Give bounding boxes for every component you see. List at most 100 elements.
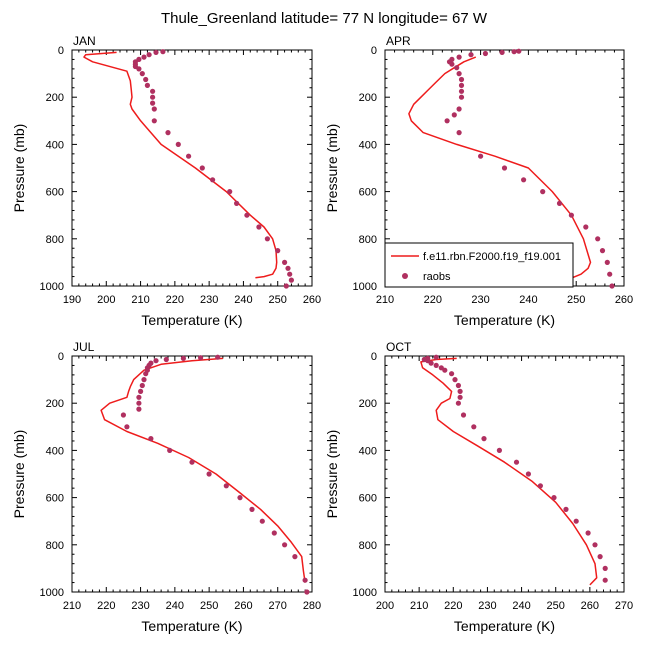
raob-point — [444, 118, 450, 124]
raob-point — [457, 388, 463, 394]
raob-point — [458, 82, 465, 88]
raob-point — [454, 65, 460, 71]
raob-point — [456, 106, 462, 112]
x-tick-label: 240 — [234, 294, 252, 306]
panel-jan: JAN 190 200 210 220 230 240 250 260 0 200 400 600 800… — [11, 34, 321, 328]
x-axis-label: Temperature (K) — [454, 312, 555, 328]
y-axis-label: Pressure (mb) — [324, 430, 340, 519]
y-axis-label: Pressure (mb) — [324, 124, 340, 213]
y-tick-label: 200 — [46, 398, 64, 410]
y-tick-label: 600 — [359, 493, 377, 505]
raob-point — [501, 165, 508, 171]
x-tick-label: 250 — [567, 294, 585, 306]
raob-point — [227, 189, 233, 195]
x-tick-label: 250 — [269, 294, 287, 306]
raob-point — [163, 356, 169, 363]
y-tick-label: 800 — [46, 540, 64, 552]
y-tick-label: 200 — [359, 92, 377, 104]
raob-point — [234, 200, 240, 206]
panel-jul: JUL 210 220 230 240 250 260 270 280 0 200 400 600 800… — [11, 340, 321, 634]
y-tick-label: 400 — [359, 139, 377, 151]
raob-point — [304, 589, 310, 595]
y-tick-label: 600 — [46, 493, 64, 505]
raob-point — [597, 554, 603, 560]
raob-point — [428, 360, 434, 366]
raob-point — [215, 354, 221, 360]
raob-point — [455, 382, 461, 389]
y-tick-label: 400 — [46, 139, 64, 151]
raob-point — [275, 248, 281, 254]
raob-point — [282, 259, 288, 265]
panel-label: OCT — [386, 340, 412, 354]
panel-label: APR — [386, 34, 411, 48]
raob-point — [199, 165, 205, 171]
y-tick-label: 600 — [359, 187, 377, 199]
legend: f.e11.rbn.F2000.f19_f19.001 raobs — [384, 242, 574, 288]
x-tick-label: 240 — [519, 294, 537, 306]
x-tick-label: 260 — [303, 294, 321, 306]
plot-frame — [71, 49, 313, 287]
raob-point — [271, 530, 277, 536]
x-tick-label: 200 — [97, 294, 115, 306]
raob-point — [602, 577, 608, 583]
raob-point — [151, 118, 157, 124]
raob-point — [471, 424, 477, 430]
raob-point — [136, 394, 142, 400]
raob-point — [457, 394, 463, 400]
raob-point — [458, 88, 465, 94]
raob-point — [468, 52, 474, 58]
raob-point — [452, 377, 458, 383]
raob-point — [478, 153, 484, 159]
raob-point — [167, 447, 173, 453]
raob-point — [451, 112, 457, 118]
raob-point — [283, 283, 289, 289]
raob-point — [150, 88, 156, 94]
y-tick-label: 800 — [46, 234, 64, 246]
x-tick-label: 220 — [166, 294, 184, 306]
y-tick-label: 1000 — [40, 587, 64, 599]
raob-point — [144, 82, 150, 88]
raob-point — [609, 283, 615, 289]
raob-point — [602, 565, 608, 572]
raob-point — [259, 518, 265, 524]
panel-oct: OCT 200 210 220 230 240 250 260 270 0 200 400 600 800… — [324, 340, 633, 634]
raob-point — [456, 71, 462, 77]
x-tick-label: 280 — [303, 600, 321, 612]
x-tick-label: 260 — [234, 600, 252, 612]
raob-point — [513, 459, 520, 465]
raob-point — [139, 382, 145, 389]
raob-point — [592, 542, 598, 548]
plot-frame — [71, 355, 313, 593]
raob-point — [249, 506, 255, 512]
raob-point — [136, 400, 142, 406]
raob-point — [302, 577, 308, 583]
raob-point — [292, 554, 298, 560]
raob-point — [456, 54, 462, 60]
raob-point — [120, 412, 126, 418]
y-tick-label: 1000 — [40, 281, 64, 293]
y-tick-label: 0 — [58, 45, 64, 57]
raob-point — [482, 50, 488, 57]
raob-point — [136, 406, 142, 412]
legend-obs-label: raobs — [423, 271, 451, 283]
raob-point — [285, 265, 291, 271]
x-tick-label: 270 — [615, 600, 633, 612]
raob-point — [433, 362, 439, 368]
y-axis-label: Pressure (mb) — [11, 124, 27, 213]
x-tick-label: 190 — [63, 294, 81, 306]
x-tick-label: 200 — [376, 600, 394, 612]
raob-point — [595, 236, 601, 242]
raob-point — [175, 141, 181, 147]
raob-point — [573, 518, 579, 524]
y-tick-label: 1000 — [353, 587, 377, 599]
raob-point — [223, 483, 229, 489]
raob-point — [150, 100, 156, 106]
x-tick-label: 250 — [200, 600, 218, 612]
model-profile-line — [408, 56, 592, 281]
raob-point — [206, 471, 212, 477]
raob-point — [563, 506, 569, 512]
panel-label: JUL — [73, 340, 95, 354]
raob-point — [153, 358, 159, 364]
raob-point — [151, 106, 157, 112]
raob-point — [165, 130, 171, 136]
